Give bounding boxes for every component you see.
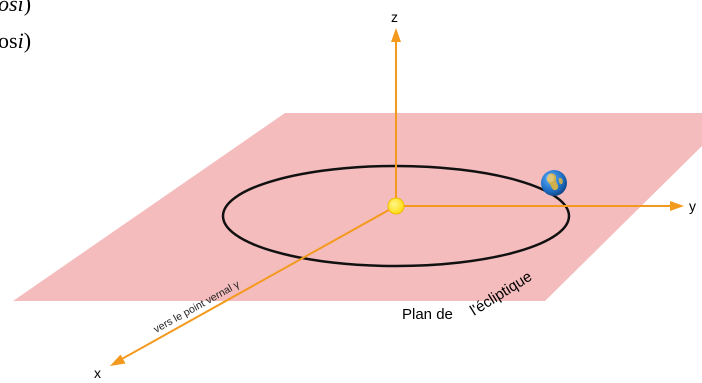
z-axis-arrowhead [391, 28, 401, 42]
x-axis-arrowhead [110, 354, 126, 366]
y-axis-arrowhead [670, 201, 684, 211]
z-axis-label: z [391, 9, 398, 25]
y-axis-label: y [689, 198, 696, 214]
formula-fragment-line1: osi) [0, 0, 31, 17]
ecliptic-plane [13, 113, 702, 301]
formula-line2-tail: ) [23, 28, 32, 53]
x-axis-line [119, 205, 397, 361]
formula-line1-italic: osi [0, 0, 24, 16]
x-axis-label: x [94, 365, 101, 381]
formula-line2-normal: os [0, 28, 18, 53]
plane-label-part1: Plan de [402, 306, 453, 323]
formula-fragment-line2: osi) [0, 28, 31, 54]
formula-line2-italic: i [17, 28, 24, 53]
earth-icon [541, 170, 567, 196]
formula-line1-tail: ) [23, 0, 32, 16]
sun-icon [387, 197, 405, 215]
